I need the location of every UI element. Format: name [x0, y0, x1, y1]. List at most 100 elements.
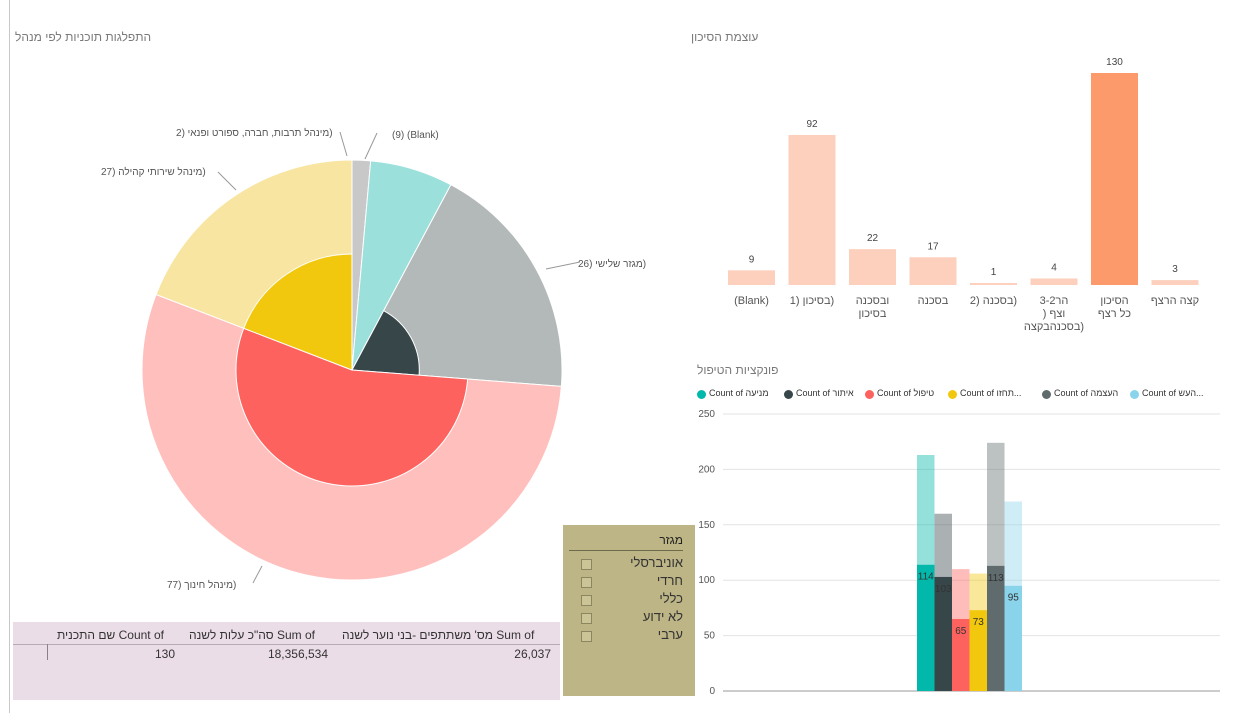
slicer-item-label: ערבי	[657, 627, 683, 642]
slicer-item[interactable]: לא ידוע	[569, 609, 683, 627]
slicer-item-label: כללי	[659, 591, 683, 606]
functions-bar-upper	[917, 454, 935, 565]
donut-inner-slice	[243, 253, 353, 371]
table-header-participants: מס' משתתפים -בני נוער לשנה Sum of	[342, 628, 535, 642]
leader-line	[217, 171, 237, 191]
label-culture: (מינהל תרבות, חברה, ספורט ופנאי (2	[176, 128, 333, 139]
table-column-resize-handle[interactable]	[47, 644, 48, 660]
y-tick-label: 250	[698, 409, 715, 420]
leader-line	[252, 565, 263, 584]
slicer-item-label: לא ידוע	[642, 609, 683, 624]
functions-bar	[934, 576, 952, 691]
functions-bar	[969, 610, 987, 691]
risk-bar	[1151, 280, 1199, 285]
y-tick-label: 150	[698, 520, 715, 531]
leader-line	[339, 131, 348, 157]
risk-data-label: 9	[749, 254, 755, 265]
risk-data-label: 1	[991, 267, 997, 278]
label-education: (מינהל חינוך (77	[167, 580, 237, 591]
functions-bar-upper	[1004, 501, 1022, 586]
risk-data-label: 22	[867, 233, 879, 244]
risk-chart-title: עוצמת הסיכון	[691, 30, 759, 44]
functions-data-label: 65	[955, 626, 967, 637]
table-divider	[13, 644, 560, 645]
checkbox-icon[interactable]	[581, 595, 592, 606]
legend-dot-icon	[697, 390, 706, 399]
risk-bar	[1091, 73, 1138, 285]
risk-bar	[788, 134, 836, 285]
left-border	[9, 0, 10, 713]
summary-table: שם התכנית Count of סה"כ עלות לשנה Sum of…	[13, 622, 560, 700]
y-tick-label: 200	[698, 464, 715, 475]
risk-bar	[849, 249, 896, 285]
risk-category-label: (בסכנהבקצה	[1024, 321, 1084, 333]
functions-bar-upper	[969, 573, 987, 611]
risk-category-label: (בסיכון (1	[790, 295, 834, 307]
functions-bar	[952, 618, 970, 691]
risk-category-label: כל רצף	[1098, 307, 1131, 320]
functions-data-label: 103	[935, 584, 952, 595]
functions-bar-upper	[934, 513, 952, 577]
legend-dot-icon	[1130, 390, 1139, 399]
risk-data-label: 130	[1106, 57, 1123, 68]
slicer-item[interactable]: כללי	[569, 591, 683, 609]
checkbox-icon[interactable]	[581, 613, 592, 624]
slicer-item-label: אוניברסלי	[630, 555, 683, 570]
legend-dot-icon	[784, 390, 793, 399]
risk-category-label: הסיכון	[1100, 295, 1128, 307]
slicer-item[interactable]: אוניברסלי	[569, 555, 683, 573]
donut-chart[interactable]	[0, 0, 600, 600]
legend-label: Count of העצמה	[1054, 388, 1119, 398]
donut-inner-slice	[351, 309, 420, 376]
functions-bar-upper	[987, 442, 1005, 566]
legend-dot-icon	[865, 390, 874, 399]
risk-data-label: 92	[806, 119, 818, 130]
risk-data-label: 17	[927, 241, 939, 252]
risk-bar	[970, 283, 1017, 285]
table-value-cost: 18,356,534	[267, 647, 328, 661]
functions-data-label: 114	[918, 572, 934, 583]
table-header-cost: סה"כ עלות לשנה Sum of	[189, 628, 315, 642]
checkbox-icon[interactable]	[581, 559, 592, 570]
risk-bar	[1030, 278, 1078, 285]
risk-data-label: 4	[1051, 262, 1057, 273]
legend-label: Count of מניעה	[709, 388, 769, 398]
slicer-title: מגזר	[569, 533, 683, 551]
legend-dot-icon	[1042, 390, 1051, 399]
risk-category-label: קצה הרצף	[1151, 295, 1199, 307]
label-blank: (Blank) (9)	[392, 130, 439, 141]
y-tick-label: 0	[709, 686, 715, 697]
legend-label: Count of העש...	[1142, 388, 1204, 398]
slicer-item[interactable]: חרדי	[569, 573, 683, 591]
risk-category-label: ובסכנה	[856, 295, 890, 307]
y-tick-label: 50	[704, 631, 716, 642]
y-tick-label: 100	[698, 575, 715, 586]
risk-category-label: (בסכנה (2	[970, 295, 1017, 307]
risk-category-label: בסכנה	[918, 295, 949, 307]
checkbox-icon[interactable]	[581, 577, 592, 588]
label-third: (מגזר שלישי (26	[578, 259, 647, 270]
risk-category-label: וצף (	[1043, 308, 1065, 320]
risk-category-label: הר3-2	[1040, 295, 1069, 307]
leader-line	[364, 132, 378, 160]
functions-data-label: 73	[973, 617, 985, 628]
legend-dot-icon	[948, 390, 957, 399]
risk-category-label: (Blank)	[734, 295, 769, 307]
slicer-item-label: חרדי	[656, 573, 683, 588]
risk-data-label: 3	[1172, 264, 1178, 275]
leader-line	[545, 261, 581, 270]
slicer-item[interactable]: ערבי	[569, 627, 683, 645]
functions-data-label: 95	[1008, 593, 1020, 604]
sector-slicer: מגזר אוניברסלי חרדי כללי לא ידוע ערבי	[563, 525, 695, 696]
legend-label: Count of איתור	[796, 388, 854, 398]
donut-inner-slice	[235, 327, 469, 487]
checkbox-icon[interactable]	[581, 631, 592, 642]
functions-chart-title: פונקציות הטיפול	[697, 363, 779, 377]
risk-bar	[728, 270, 775, 285]
functions-bar	[917, 564, 935, 691]
table-header-programs: שם התכנית Count of	[57, 628, 164, 642]
functions-bar-upper	[952, 569, 970, 619]
donut-title: התפלגות תוכניות לפי מנהל	[15, 30, 152, 44]
